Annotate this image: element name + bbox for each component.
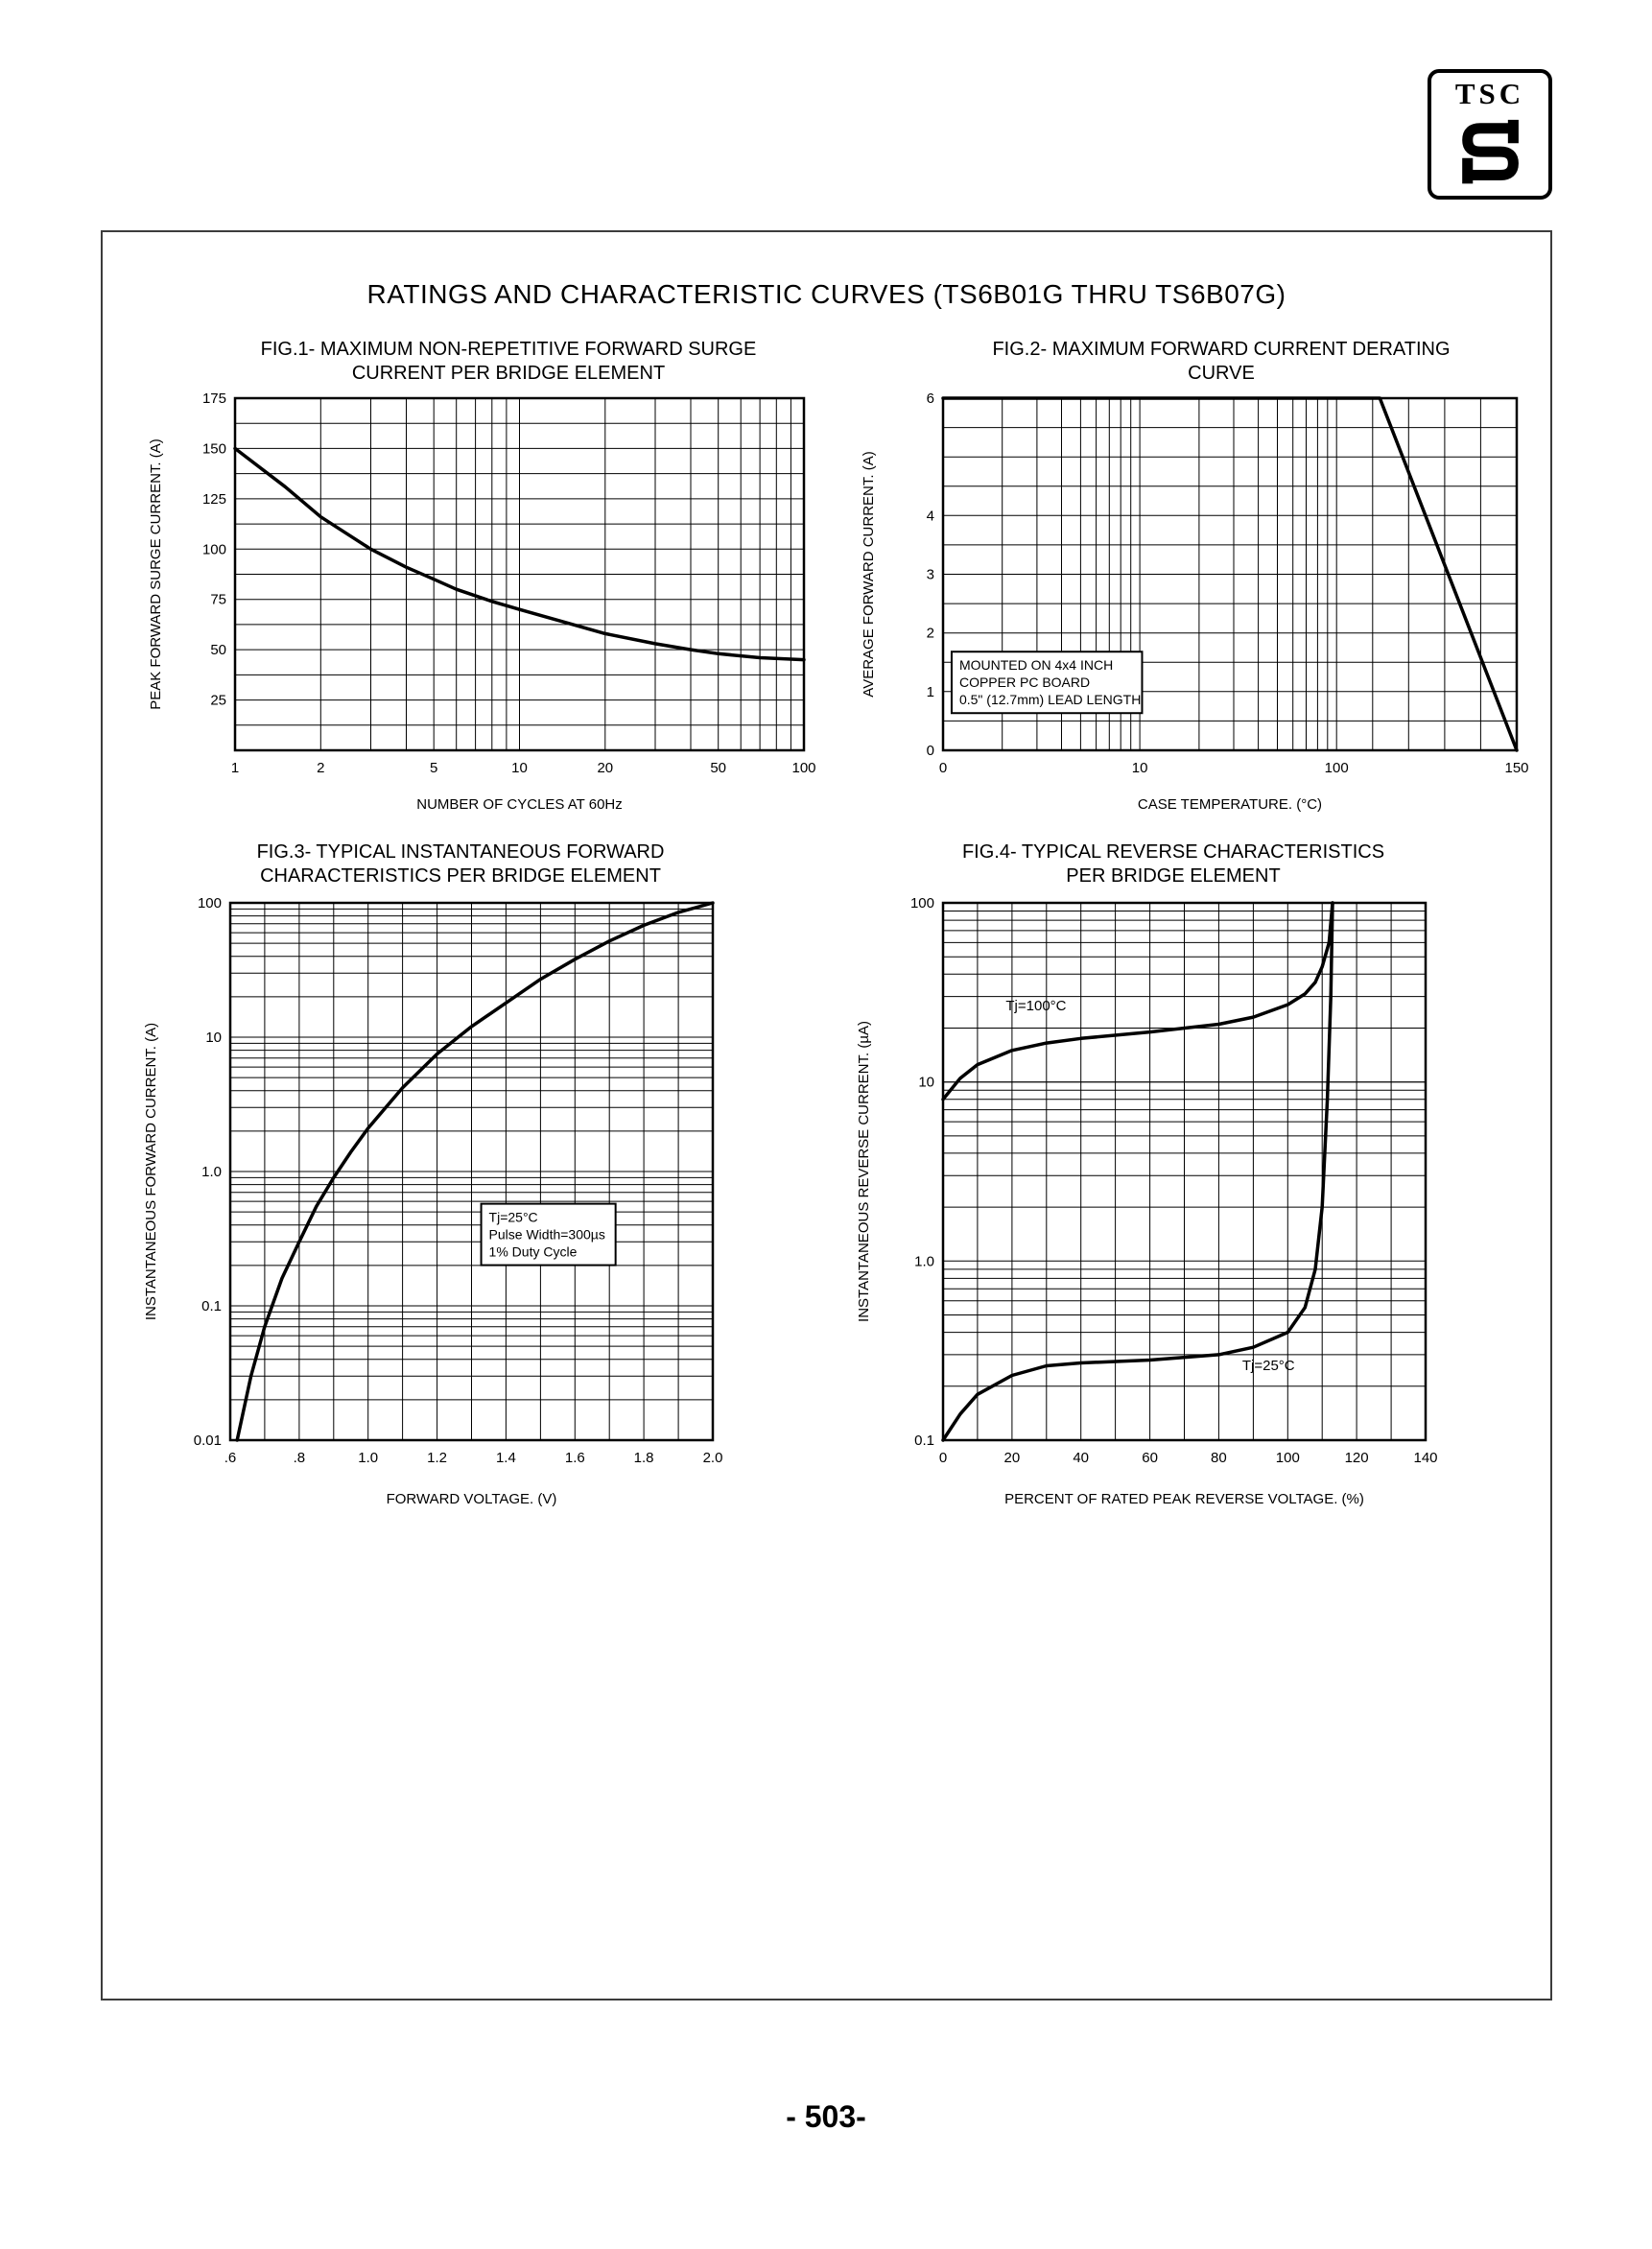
svg-text:120: 120	[1345, 1450, 1369, 1466]
svg-text:0.1: 0.1	[201, 1298, 222, 1314]
svg-text:100: 100	[202, 541, 226, 557]
svg-text:3: 3	[927, 567, 934, 583]
content-frame	[101, 230, 1552, 2000]
svg-text:150: 150	[202, 440, 226, 457]
fig4-title-line1: FIG.4- TYPICAL REVERSE CHARACTERISTICS	[961, 841, 1385, 863]
fig3-title: FIG.3- TYPICAL INSTANTANEOUS FORWARD CHA…	[139, 840, 724, 888]
tsc-logo-text: TSC	[1454, 77, 1525, 110]
svg-text:5: 5	[430, 760, 437, 776]
fig3-plot: .6 .8 1.0 1.2 1.4 1.6 1.8 2.0 100 10 1.0 0.1 0.01 FOR…	[143, 895, 723, 1507]
svg-text:20: 20	[1004, 1450, 1021, 1466]
svg-text:1: 1	[231, 760, 239, 776]
svg-text:150: 150	[1504, 760, 1528, 776]
svg-text:1: 1	[927, 684, 934, 700]
svg-text:0: 0	[939, 1450, 947, 1466]
svg-text:0: 0	[927, 743, 934, 759]
svg-text:100: 100	[1276, 1450, 1300, 1466]
svg-text:25: 25	[210, 693, 226, 709]
svg-text:0.01: 0.01	[194, 1432, 222, 1449]
svg-text:100: 100	[910, 895, 934, 911]
fig2-title: FIG.2- MAXIMUM FORWARD CURRENT DERATING …	[857, 338, 1528, 386]
svg-text:1.0: 1.0	[201, 1164, 222, 1180]
svg-text:INSTANTANEOUS FORWARD CURRENT.: INSTANTANEOUS FORWARD CURRENT. (A)	[143, 1023, 159, 1320]
svg-text:FORWARD VOLTAGE. (V): FORWARD VOLTAGE. (V)	[387, 1491, 557, 1507]
svg-text:50: 50	[210, 642, 226, 658]
svg-text:75: 75	[210, 592, 226, 608]
fig4-title-line2: PER BRIDGE ELEMENT	[1066, 865, 1281, 887]
svg-text:6: 6	[927, 391, 934, 407]
page-title: RATINGS AND CHARACTERISTIC CURVES (TS6B0…	[366, 278, 1286, 309]
svg-text:PEAK FORWARD SURGE CURRENT. (A: PEAK FORWARD SURGE CURRENT. (A)	[148, 438, 164, 710]
svg-text:1% Duty Cycle: 1% Duty Cycle	[489, 1244, 578, 1260]
svg-text:Tj=100°C: Tj=100°C	[1005, 998, 1066, 1014]
fig3-title-line2: CHARACTERISTICS PER BRIDGE ELEMENT	[260, 865, 661, 887]
svg-text:10: 10	[511, 760, 528, 776]
svg-text:1.0: 1.0	[914, 1253, 934, 1269]
svg-text:COPPER PC BOARD: COPPER PC BOARD	[959, 675, 1090, 690]
fig2-block: FIG.2- MAXIMUM FORWARD CURRENT DERATING …	[857, 338, 1528, 822]
svg-text:.6: .6	[224, 1450, 237, 1466]
svg-text:2: 2	[927, 626, 934, 642]
svg-text:Tj=25°C: Tj=25°C	[1242, 1358, 1295, 1374]
svg-text:10: 10	[1132, 760, 1148, 776]
fig1-block: FIG.1- MAXIMUM NON-REPETITIVE FORWARD SU…	[144, 338, 815, 822]
tsc-logo-glyph	[1462, 119, 1519, 184]
svg-text:4: 4	[927, 508, 934, 524]
svg-text:2: 2	[317, 760, 324, 776]
svg-text:MOUNTED ON 4x4 INCH: MOUNTED ON 4x4 INCH	[959, 657, 1113, 673]
svg-text:CASE TEMPERATURE. (°C): CASE TEMPERATURE. (°C)	[1138, 796, 1322, 813]
svg-text:1.0: 1.0	[358, 1450, 378, 1466]
svg-text:1.4: 1.4	[496, 1450, 516, 1466]
fig2-title-line1: FIG.2- MAXIMUM FORWARD CURRENT DERATING	[992, 339, 1451, 360]
fig1-title-line2: CURRENT PER BRIDGE ELEMENT	[351, 363, 666, 384]
svg-text:0.1: 0.1	[914, 1432, 934, 1449]
svg-text:Tj=25°C: Tj=25°C	[489, 1210, 538, 1225]
svg-text:50: 50	[710, 760, 726, 776]
svg-text:40: 40	[1073, 1450, 1089, 1466]
svg-text:100: 100	[791, 760, 815, 776]
fig4-plot: 0 20 40 60 80 100 120 140 100 10 1.0 0.1 PERCENT OF …	[856, 895, 1437, 1507]
fig4-block: FIG.4- TYPICAL REVERSE CHARACTERISTICS P…	[852, 840, 1437, 1517]
svg-text:125: 125	[202, 491, 226, 508]
svg-text:10: 10	[205, 1030, 222, 1046]
page-number: - 503-	[786, 2099, 866, 2134]
svg-text:10: 10	[918, 1075, 934, 1091]
svg-text:175: 175	[202, 391, 226, 407]
svg-text:20: 20	[597, 760, 613, 776]
svg-text:NUMBER OF CYCLES AT 60Hz: NUMBER OF CYCLES AT 60Hz	[416, 796, 623, 813]
tsc-logo: TSC	[1428, 69, 1552, 200]
svg-text:.8: .8	[294, 1450, 306, 1466]
svg-text:1.6: 1.6	[565, 1450, 585, 1466]
svg-text:1.8: 1.8	[634, 1450, 654, 1466]
fig3-block: FIG.3- TYPICAL INSTANTANEOUS FORWARD CHA…	[139, 840, 724, 1517]
svg-text:AVERAGE FORWARD CURRENT. (A): AVERAGE FORWARD CURRENT. (A)	[861, 451, 877, 697]
fig3-title-line1: FIG.3- TYPICAL INSTANTANEOUS FORWARD	[256, 841, 665, 863]
svg-text:PERCENT OF RATED PEAK REVERSE: PERCENT OF RATED PEAK REVERSE VOLTAGE. (…	[1004, 1491, 1364, 1507]
fig1-title-line1: FIG.1- MAXIMUM NON-REPETITIVE FORWARD SU…	[260, 339, 757, 360]
svg-text:140: 140	[1413, 1450, 1437, 1466]
fig2-title-line2: CURVE	[1188, 363, 1255, 384]
fig4-title: FIG.4- TYPICAL REVERSE CHARACTERISTICS P…	[852, 840, 1437, 888]
svg-text:2.0: 2.0	[703, 1450, 723, 1466]
svg-text:1.2: 1.2	[427, 1450, 447, 1466]
svg-text:INSTANTANEOUS REVERSE CURRENT.: INSTANTANEOUS REVERSE CURRENT. (µA)	[856, 1021, 872, 1322]
svg-text:80: 80	[1211, 1450, 1227, 1466]
svg-text:100: 100	[1325, 760, 1349, 776]
svg-text:0: 0	[939, 760, 947, 776]
svg-text:Pulse Width=300µs: Pulse Width=300µs	[489, 1227, 605, 1243]
fig1-title: FIG.1- MAXIMUM NON-REPETITIVE FORWARD SU…	[144, 338, 815, 386]
svg-text:60: 60	[1142, 1450, 1158, 1466]
svg-text:0.5" (12.7mm) LEAD LENGTH: 0.5" (12.7mm) LEAD LENGTH	[959, 692, 1141, 707]
svg-text:100: 100	[198, 895, 222, 911]
